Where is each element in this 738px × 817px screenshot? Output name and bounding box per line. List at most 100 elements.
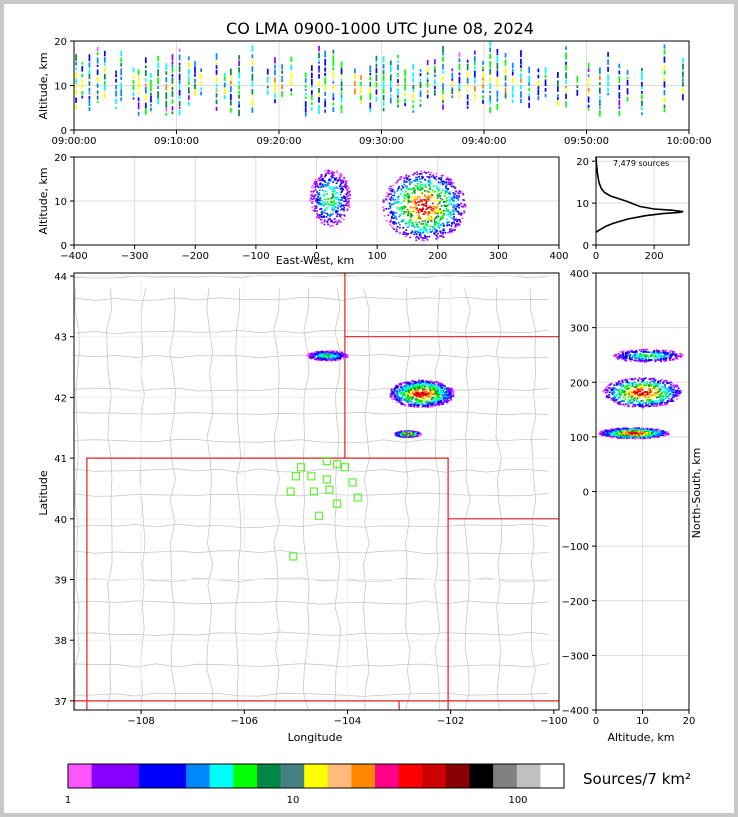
east-west-source-mark xyxy=(347,203,350,206)
east-west-source-mark xyxy=(419,178,421,180)
time-height-source-mark xyxy=(369,72,372,76)
east-west-source-mark xyxy=(417,186,420,189)
time-height-source-mark xyxy=(230,76,232,79)
north-south-source-mark xyxy=(633,383,636,385)
east-west-source-mark xyxy=(434,221,436,224)
north-south-source-mark xyxy=(621,391,624,394)
north-south-source-mark xyxy=(657,381,659,384)
north-south-source-mark xyxy=(623,391,625,394)
east-west-source-mark xyxy=(421,220,424,223)
east-west-source-mark xyxy=(396,230,398,233)
north-south-source-mark xyxy=(634,353,637,356)
east-west-source-mark xyxy=(454,229,457,231)
plan-view-source-mark xyxy=(325,359,328,362)
east-west-source-mark xyxy=(422,223,425,225)
north-south-source-mark xyxy=(603,430,606,433)
north-south-source-mark xyxy=(611,428,614,431)
north-south-source-mark xyxy=(651,394,654,396)
time-height-ytick-label: 0 xyxy=(61,126,67,137)
east-west-source-mark xyxy=(434,199,437,202)
north-south-source-mark xyxy=(642,354,645,357)
plan-view-source-mark xyxy=(407,397,410,400)
east-west-source-mark xyxy=(413,187,415,189)
time-height-source-mark xyxy=(496,53,499,56)
east-west-source-mark xyxy=(405,235,407,238)
plan-view-source-mark xyxy=(403,436,406,438)
east-west-source-mark xyxy=(421,192,424,195)
north-south-source-mark xyxy=(631,358,633,360)
plan-view-source-mark xyxy=(428,386,431,389)
north-south-source-mark xyxy=(622,403,624,406)
time-height-source-mark xyxy=(238,101,240,104)
time-height-source-mark xyxy=(473,66,476,70)
east-west-source-mark xyxy=(411,231,414,234)
east-west-source-mark xyxy=(422,199,424,202)
time-height-source-mark xyxy=(324,91,327,97)
plan-view-source-mark xyxy=(332,354,335,357)
east-west-source-mark xyxy=(414,230,417,233)
east-west-source-mark xyxy=(335,186,338,189)
time-height-source-mark xyxy=(419,78,422,82)
east-west-source-mark xyxy=(437,236,440,239)
east-west-source-mark xyxy=(452,221,455,224)
north-south-source-mark xyxy=(641,405,644,408)
east-west-source-mark xyxy=(403,193,406,196)
east-west-source-mark xyxy=(316,201,319,204)
east-west-source-mark xyxy=(311,206,314,208)
north-south-source-mark xyxy=(644,436,647,438)
plan-view-source-mark xyxy=(390,393,393,396)
north-south-source-mark xyxy=(672,384,675,387)
north-south-source-mark xyxy=(674,356,677,359)
time-height-ytick-label: 20 xyxy=(54,37,67,48)
time-height-source-mark xyxy=(618,76,621,83)
north-south-source-mark xyxy=(648,357,650,359)
north-south-source-mark xyxy=(633,381,636,383)
time-height-source-mark xyxy=(382,101,385,107)
east-west-source-mark xyxy=(398,208,401,211)
time-height-source-mark xyxy=(607,74,609,81)
east-west-source-mark xyxy=(452,210,455,213)
plan-view-source-mark xyxy=(450,396,453,398)
north-south-source-mark xyxy=(639,387,642,390)
east-west-source-mark xyxy=(421,175,423,178)
east-west-source-mark xyxy=(382,199,385,201)
north-south-source-mark xyxy=(624,398,627,400)
plan-view-source-mark xyxy=(408,399,411,402)
east-west-source-mark xyxy=(314,189,317,191)
lma-station-marker xyxy=(333,460,342,469)
north-south-source-mark xyxy=(615,382,618,384)
plan-view-source-mark xyxy=(420,384,423,387)
east-west-source-mark xyxy=(413,211,416,213)
east-west-source-mark xyxy=(332,188,334,190)
east-west-source-mark xyxy=(405,176,408,179)
east-west-source-mark xyxy=(447,210,450,213)
east-west-source-mark xyxy=(406,185,408,188)
time-height-source-mark xyxy=(144,83,147,87)
east-west-source-mark xyxy=(433,220,436,222)
east-west-source-mark xyxy=(343,209,345,211)
north-south-source-mark xyxy=(618,401,621,404)
east-west-source-mark xyxy=(342,179,345,182)
east-west-source-mark xyxy=(431,189,434,192)
time-height-source-mark xyxy=(482,84,484,89)
plan-view-source-mark xyxy=(434,392,437,395)
east-west-source-mark xyxy=(416,215,419,217)
plan-view-source-mark xyxy=(430,398,433,401)
time-height-source-mark xyxy=(641,90,643,94)
north-south-source-mark xyxy=(631,351,634,353)
east-west-xtick-label: 0 xyxy=(313,251,319,262)
east-west-source-mark xyxy=(314,194,317,196)
north-south-source-mark xyxy=(608,391,611,394)
plan-view-source-mark xyxy=(444,396,447,399)
east-west-source-mark xyxy=(462,193,465,196)
north-south-source-mark xyxy=(648,405,650,408)
time-height-source-mark xyxy=(318,109,320,115)
time-height-source-mark xyxy=(426,72,429,75)
plan-view-source-mark xyxy=(418,400,421,403)
county-line xyxy=(74,549,549,555)
north-south-source-mark xyxy=(629,358,632,360)
north-south-source-mark xyxy=(650,403,653,406)
north-south-source-mark xyxy=(644,377,647,380)
plan-view-source-mark xyxy=(392,391,395,394)
plan-view-source-mark xyxy=(429,392,432,395)
